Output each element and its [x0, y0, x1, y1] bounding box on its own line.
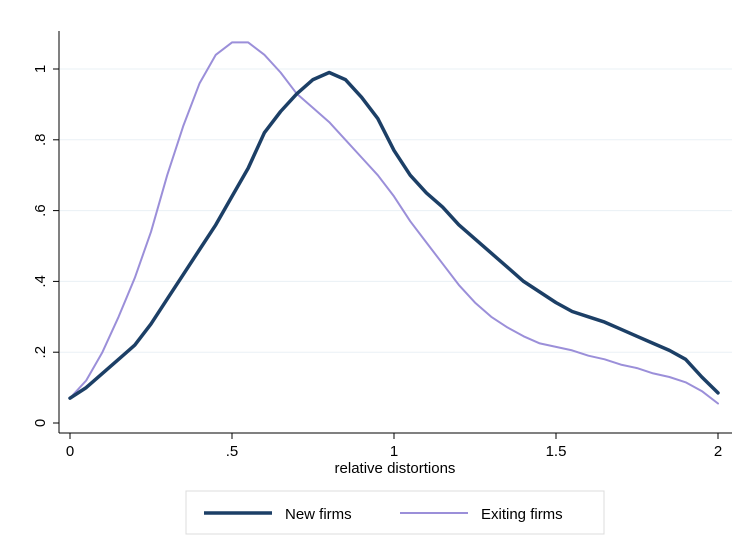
- y-tick-label-5: 1: [32, 65, 49, 73]
- x-tick-label-1: .5: [226, 443, 239, 460]
- legend-label-new-firms: New firms: [285, 506, 352, 523]
- x-tick-label-0: 0: [66, 443, 74, 460]
- y-tick-label-1: .2: [32, 346, 49, 359]
- y-tick-label-0: 0: [32, 419, 49, 427]
- series-lines: [68, 41, 720, 405]
- y-tick-label-3: .6: [32, 204, 49, 217]
- legend-label-exiting-firms: Exiting firms: [481, 506, 563, 523]
- y-tick-label-4: .8: [32, 134, 49, 147]
- legend: New firms Exiting firms: [185, 490, 605, 535]
- series-line-new-firms: [68, 70, 720, 400]
- grid-lines: [60, 68, 732, 353]
- y-tick-label-2: .4: [32, 275, 49, 288]
- ticks: 0 .2 .4 .6 .8 1 0 .5 1 1.5 2: [32, 65, 722, 460]
- legend-box: [185, 490, 605, 535]
- axes: [58, 31, 732, 434]
- series-line-exiting-firms: [69, 41, 719, 405]
- x-axis-title: relative distortions: [335, 460, 456, 477]
- x-tick-label-4: 2: [714, 443, 722, 460]
- x-tick-label-3: 1.5: [546, 443, 567, 460]
- x-tick-label-2: 1: [390, 443, 398, 460]
